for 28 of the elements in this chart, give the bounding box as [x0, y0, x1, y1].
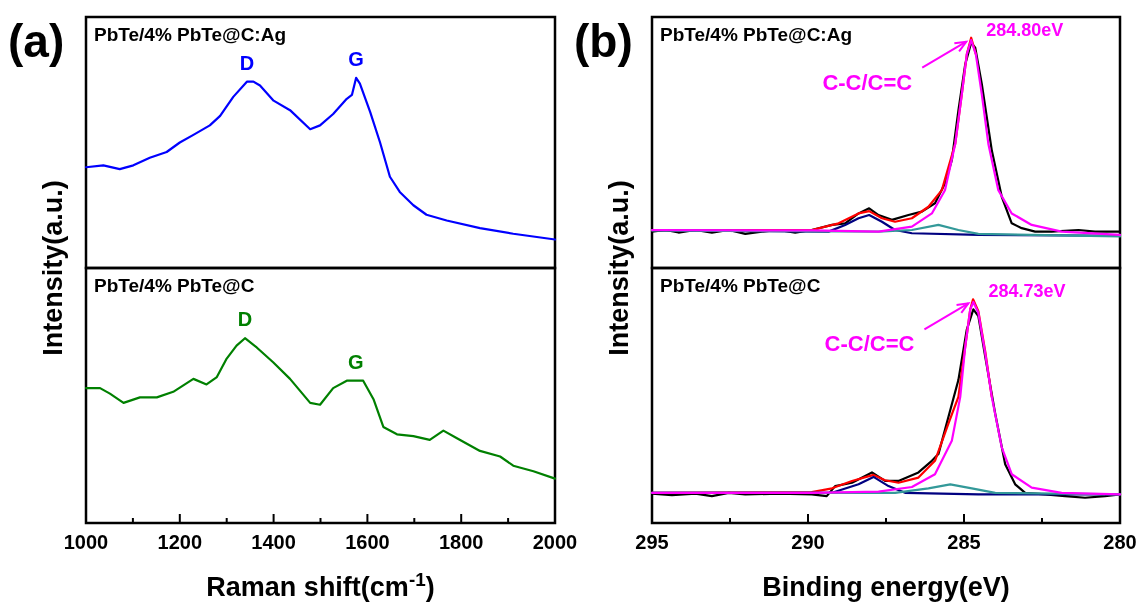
- x-tick-label: 290: [791, 531, 825, 553]
- text: (b): [574, 15, 633, 67]
- y-axis-title: Intensity(a.u.): [604, 180, 634, 356]
- x-tick-label: 1800: [438, 531, 484, 553]
- annotation: C-C/C=C: [822, 69, 913, 95]
- chart-title: PbTe/4% PbTe@C:Ag: [94, 24, 287, 45]
- annotation: D: [239, 51, 255, 74]
- x-tick-label: 1600: [345, 531, 390, 553]
- annotation: 284.80eV: [986, 19, 1064, 40]
- x-tick-label: 1400: [251, 531, 296, 553]
- x-tick-label: 295: [635, 531, 669, 553]
- chart-title: PbTe/4% PbTe@C: [660, 275, 821, 296]
- annotation: G: [347, 350, 364, 373]
- annotation: G: [348, 47, 364, 70]
- x-tick-label: 285: [947, 531, 981, 553]
- annotation: D: [237, 308, 253, 331]
- chart-title: PbTe/4% PbTe@C:Ag: [660, 24, 853, 45]
- x-tick-label: 280: [1103, 531, 1137, 553]
- x-tick-label: 1000: [63, 531, 109, 553]
- x-tick-label: 1200: [157, 531, 203, 553]
- text: (a): [8, 15, 65, 67]
- x-tick-label: 2000: [532, 531, 578, 553]
- annotation: C-C/C=C: [824, 331, 915, 357]
- x-axis-title: Binding energy(eV): [762, 572, 1010, 602]
- y-axis-title: Intensity(a.u.): [38, 180, 68, 356]
- chart-title: PbTe/4% PbTe@C: [94, 275, 255, 296]
- annotation: 284.73eV: [988, 281, 1066, 302]
- x-axis-title: Raman shift(cm$^{-1}$): [206, 568, 435, 602]
